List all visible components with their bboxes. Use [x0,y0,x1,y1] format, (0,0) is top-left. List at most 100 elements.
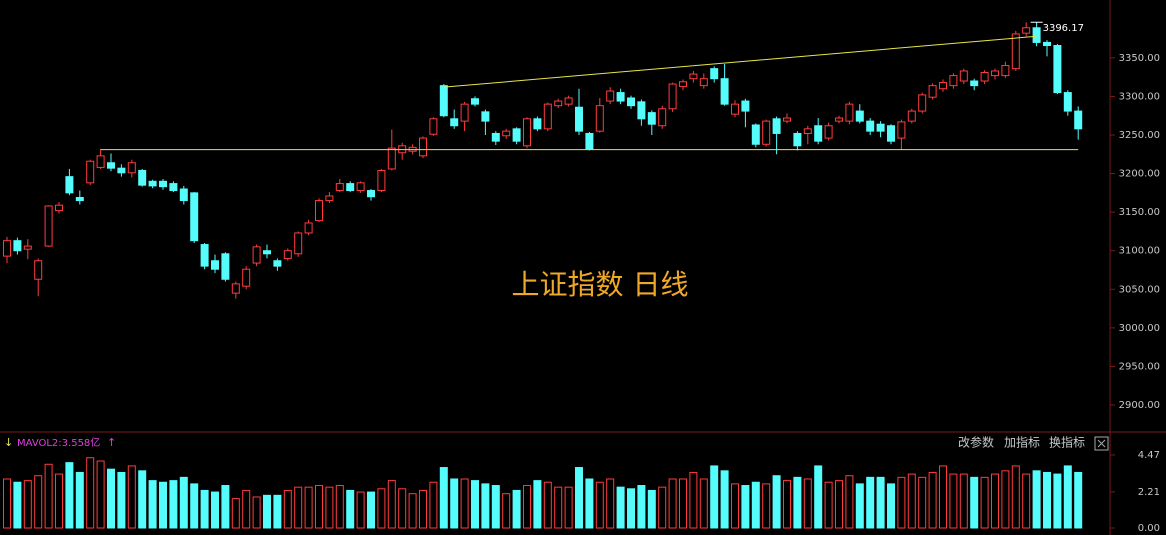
candle-body [980,72,989,82]
y-tick-label: 0.00 [1138,523,1160,534]
volume-bar [346,489,355,529]
volume-bar [159,481,167,529]
volume-bar [252,496,261,529]
candle-body [991,70,999,77]
volume-bar [595,481,604,529]
candle-body [637,101,646,120]
candle-body [221,253,230,280]
indicator-label: MAVOL2:3.558亿 [17,436,100,449]
y-tick-label: 2.21 [1138,487,1160,498]
candle-body [543,103,552,130]
candle-body [762,120,771,145]
volume-bar [689,471,698,529]
candle-body [107,162,115,169]
candle-body [928,85,937,98]
candle-body [741,100,750,112]
volume-bar [1001,470,1010,529]
volume-bar [179,476,188,529]
candle-body [523,118,531,147]
candle-body [211,260,219,270]
volume-bar [460,478,469,529]
candle-body [699,78,708,87]
volume-bar [86,457,95,529]
volume-bar [450,478,459,529]
indicator-arrow: ↑ [107,436,116,449]
volume-bar [169,480,178,529]
candle-body [1011,33,1020,70]
candle-body [1001,65,1010,77]
candle-body [231,283,240,294]
volume-bar [367,491,375,529]
candle-body [824,125,833,139]
candle-body [918,94,927,112]
volume-bar [1074,471,1083,529]
volume-bar [980,476,989,529]
volume-bar [658,486,667,529]
candle-body [429,118,438,135]
volume-bar [408,493,417,529]
candle-body [606,90,615,102]
close-button[interactable] [1094,436,1109,451]
candle-body [793,132,802,147]
volume-bar [356,491,365,529]
y-tick-label: 2900.00 [1119,400,1160,411]
candle-body [835,117,843,122]
candle-body [845,103,854,122]
volume-bar [949,473,958,529]
volume-bar [211,491,219,529]
candle-body [346,183,355,192]
volume-bar [710,465,719,529]
toolbar-button[interactable]: 加指标 [1004,435,1040,450]
volume-bar [65,462,74,529]
candle-body [1022,27,1031,34]
volume-bar [221,485,230,529]
volume-bar [783,480,791,529]
volume-bar [835,480,843,529]
volume-bar [315,485,323,529]
candle-body [866,120,875,132]
candle-body [55,204,63,212]
candle-body [668,83,677,110]
volume-bar [44,463,53,529]
candle-body [325,195,334,202]
candle-body [720,78,729,105]
candle-body [356,182,365,192]
candle-body [1053,45,1062,94]
volume-bar [325,486,334,529]
candle-body [585,132,594,150]
candle-body [481,111,490,122]
volume-bar [1053,473,1062,529]
volume-bar [419,489,427,529]
candle-body [970,80,979,87]
candle-body [3,240,11,257]
volume-bar [928,471,937,529]
volume-bar [138,470,147,529]
toolbar-button[interactable]: 换指标 [1049,435,1085,450]
candle-body [897,121,906,139]
volume-bar [699,478,708,529]
candle-body [1063,92,1072,112]
volume-bar [439,467,448,529]
volume-bar [554,486,563,529]
candle-body [949,75,958,87]
volume-bar [377,488,386,529]
toolbar-button[interactable]: 改参数 [958,435,994,450]
volume-bar [887,483,895,529]
volume-bar [720,470,729,529]
volume-bar [533,480,542,529]
candle-body [502,130,511,137]
candle-body [75,196,84,202]
candle-body [887,125,895,142]
candle-body [731,103,739,115]
candle-body [190,192,199,242]
candle-body [283,250,292,259]
candle-body [1032,27,1041,43]
candle-body [273,260,282,267]
volume-bar [939,465,947,529]
candle-body [554,100,563,107]
candle-body [876,123,885,132]
volume-bar [107,468,115,529]
volume-bar [231,498,240,529]
trend-line [443,35,1037,88]
